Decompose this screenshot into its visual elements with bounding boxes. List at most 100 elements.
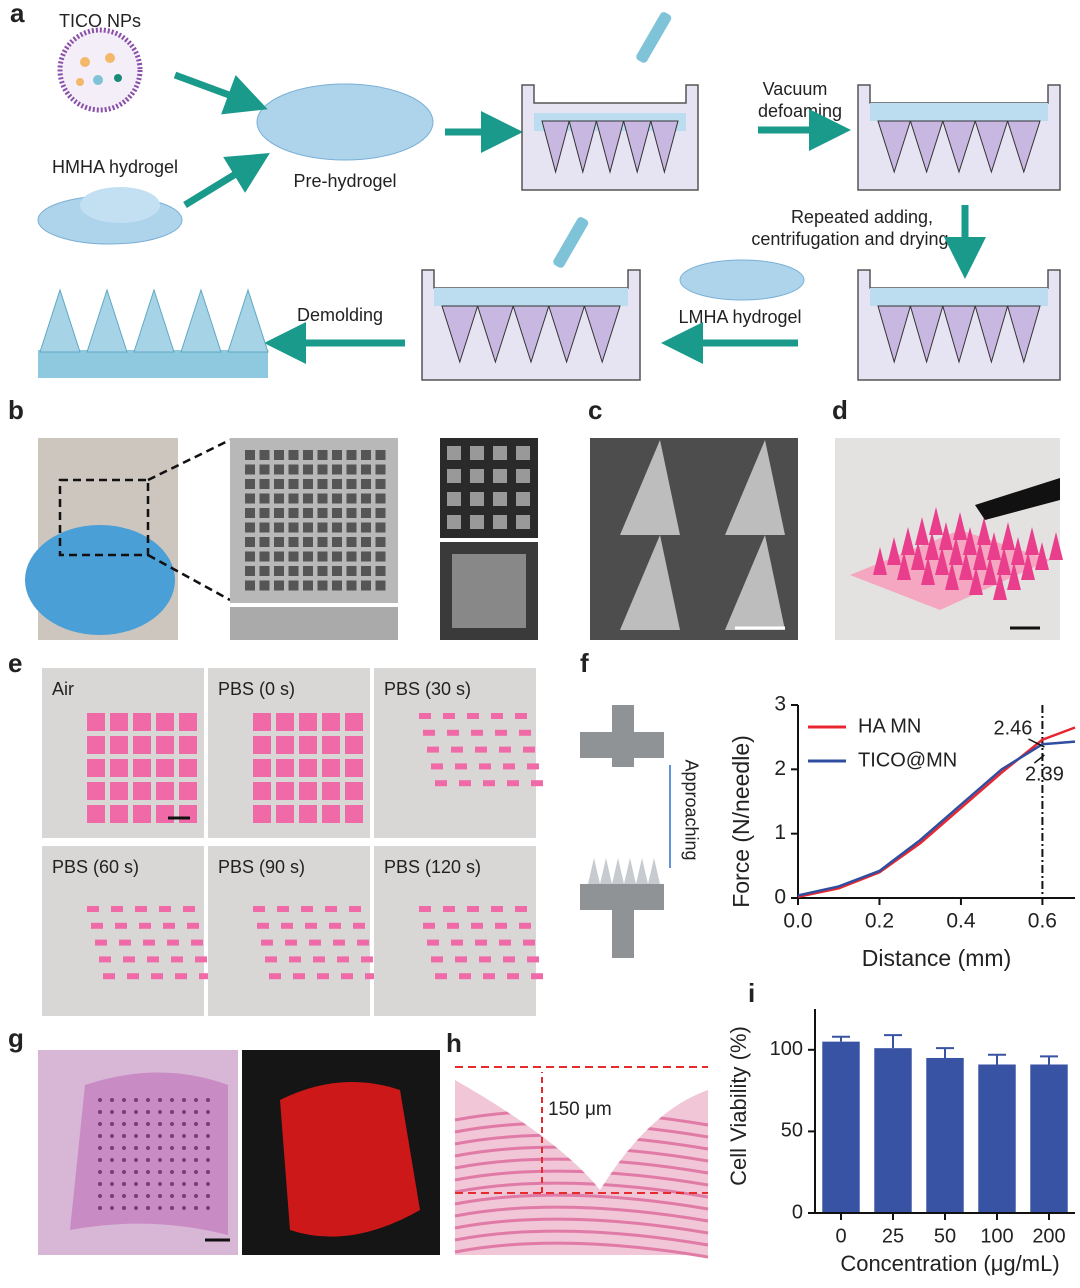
needle-tip: [523, 746, 535, 753]
sem-needle: [346, 508, 357, 518]
needle: [901, 527, 915, 555]
sem-needle: [317, 508, 328, 518]
sem-needle: [288, 450, 299, 460]
needle: [911, 542, 925, 570]
y-tick-label: 100: [770, 1038, 803, 1060]
needle-tip: [123, 956, 135, 963]
sem-needle: [259, 464, 270, 475]
sem-needle: [303, 464, 313, 475]
needle-tip: [156, 759, 174, 777]
error-bar: [884, 1034, 902, 1049]
sem-needle: [259, 580, 270, 591]
sem-needle: [303, 551, 313, 562]
needle: [624, 858, 636, 884]
hole: [206, 1194, 210, 1198]
sem-needle: [303, 450, 313, 460]
gel: [870, 103, 1048, 121]
needle-tip: [156, 713, 174, 731]
needle-tip: [507, 973, 519, 980]
needle-tip: [299, 782, 317, 800]
sem-needle: [274, 508, 284, 518]
needle-tip: [87, 759, 105, 777]
needle-tip: [345, 736, 363, 754]
needle-tip: [491, 906, 503, 912]
sem-needle: [303, 580, 313, 591]
needle: [1007, 562, 1021, 590]
needle-tip: [110, 759, 128, 777]
sem-needle: [346, 464, 357, 475]
sem-needle: [288, 508, 299, 518]
cavity: [568, 120, 598, 174]
sem-needle: [725, 440, 785, 535]
needle-tip: [455, 956, 467, 963]
sem-needle: [375, 522, 386, 533]
needle-tip: [133, 759, 151, 777]
sem-needle: [317, 566, 328, 576]
cavity: [512, 305, 550, 364]
needle-tip: [329, 922, 341, 929]
needle-tip: [515, 713, 527, 719]
needle-tip: [147, 956, 159, 963]
cavity: [942, 305, 976, 364]
sem-needle: [245, 508, 255, 518]
sem-needle: [288, 522, 299, 533]
hole: [98, 1122, 102, 1126]
needle-tip: [179, 782, 197, 800]
needle-tip: [483, 973, 495, 980]
zoom-line: [147, 438, 231, 482]
bar: [1030, 1064, 1068, 1213]
gel: [434, 288, 628, 306]
needle-tip: [523, 939, 535, 946]
needle-tip: [110, 782, 128, 800]
hole: [182, 1146, 186, 1150]
sem-needle: [245, 522, 255, 533]
needle-tip: [253, 713, 271, 731]
hole: [206, 1134, 210, 1138]
sem-needle: [346, 551, 357, 562]
needle-tip: [167, 939, 179, 946]
needle-tip: [135, 906, 147, 912]
needle-tip: [276, 713, 294, 731]
image-label: PBS (30 s): [384, 679, 471, 699]
needle: [636, 858, 648, 884]
needle: [1011, 537, 1025, 565]
needle-tip: [151, 973, 163, 980]
hole: [182, 1110, 186, 1114]
needle-tip: [309, 939, 321, 946]
sem-image: [230, 607, 398, 640]
annotation: 2.46: [993, 717, 1032, 739]
needle: [973, 542, 987, 570]
hole: [170, 1146, 174, 1150]
needle-tip: [431, 956, 443, 963]
series-line: [797, 740, 1076, 897]
needle-tip: [276, 805, 294, 823]
cavity: [548, 305, 586, 364]
axes: [814, 1009, 1075, 1214]
needle-tip: [459, 780, 471, 787]
sem-needle: [288, 580, 299, 591]
illustrations: [38, 12, 1061, 381]
needle: [648, 858, 660, 884]
fiber: [454, 1241, 709, 1259]
needle-tip: [365, 973, 377, 980]
hole: [110, 1158, 114, 1162]
x-tick-label: 0.0: [783, 910, 812, 933]
stage: [580, 884, 664, 910]
image-label: PBS (60 s): [52, 857, 139, 877]
needle-tip: [95, 939, 107, 946]
hole: [98, 1158, 102, 1162]
needle-tip: [179, 805, 197, 823]
sem-needle: [317, 537, 328, 547]
sem-needle: [317, 450, 328, 460]
hole: [170, 1122, 174, 1126]
depth-label: 150 μm: [548, 1099, 612, 1120]
hole: [98, 1206, 102, 1210]
sem-needle: [288, 493, 299, 504]
needle-tip: [299, 713, 317, 731]
needle: [949, 537, 963, 565]
needle: [227, 288, 269, 353]
hole: [122, 1170, 126, 1174]
hole: [110, 1098, 114, 1102]
needle-tip: [276, 782, 294, 800]
